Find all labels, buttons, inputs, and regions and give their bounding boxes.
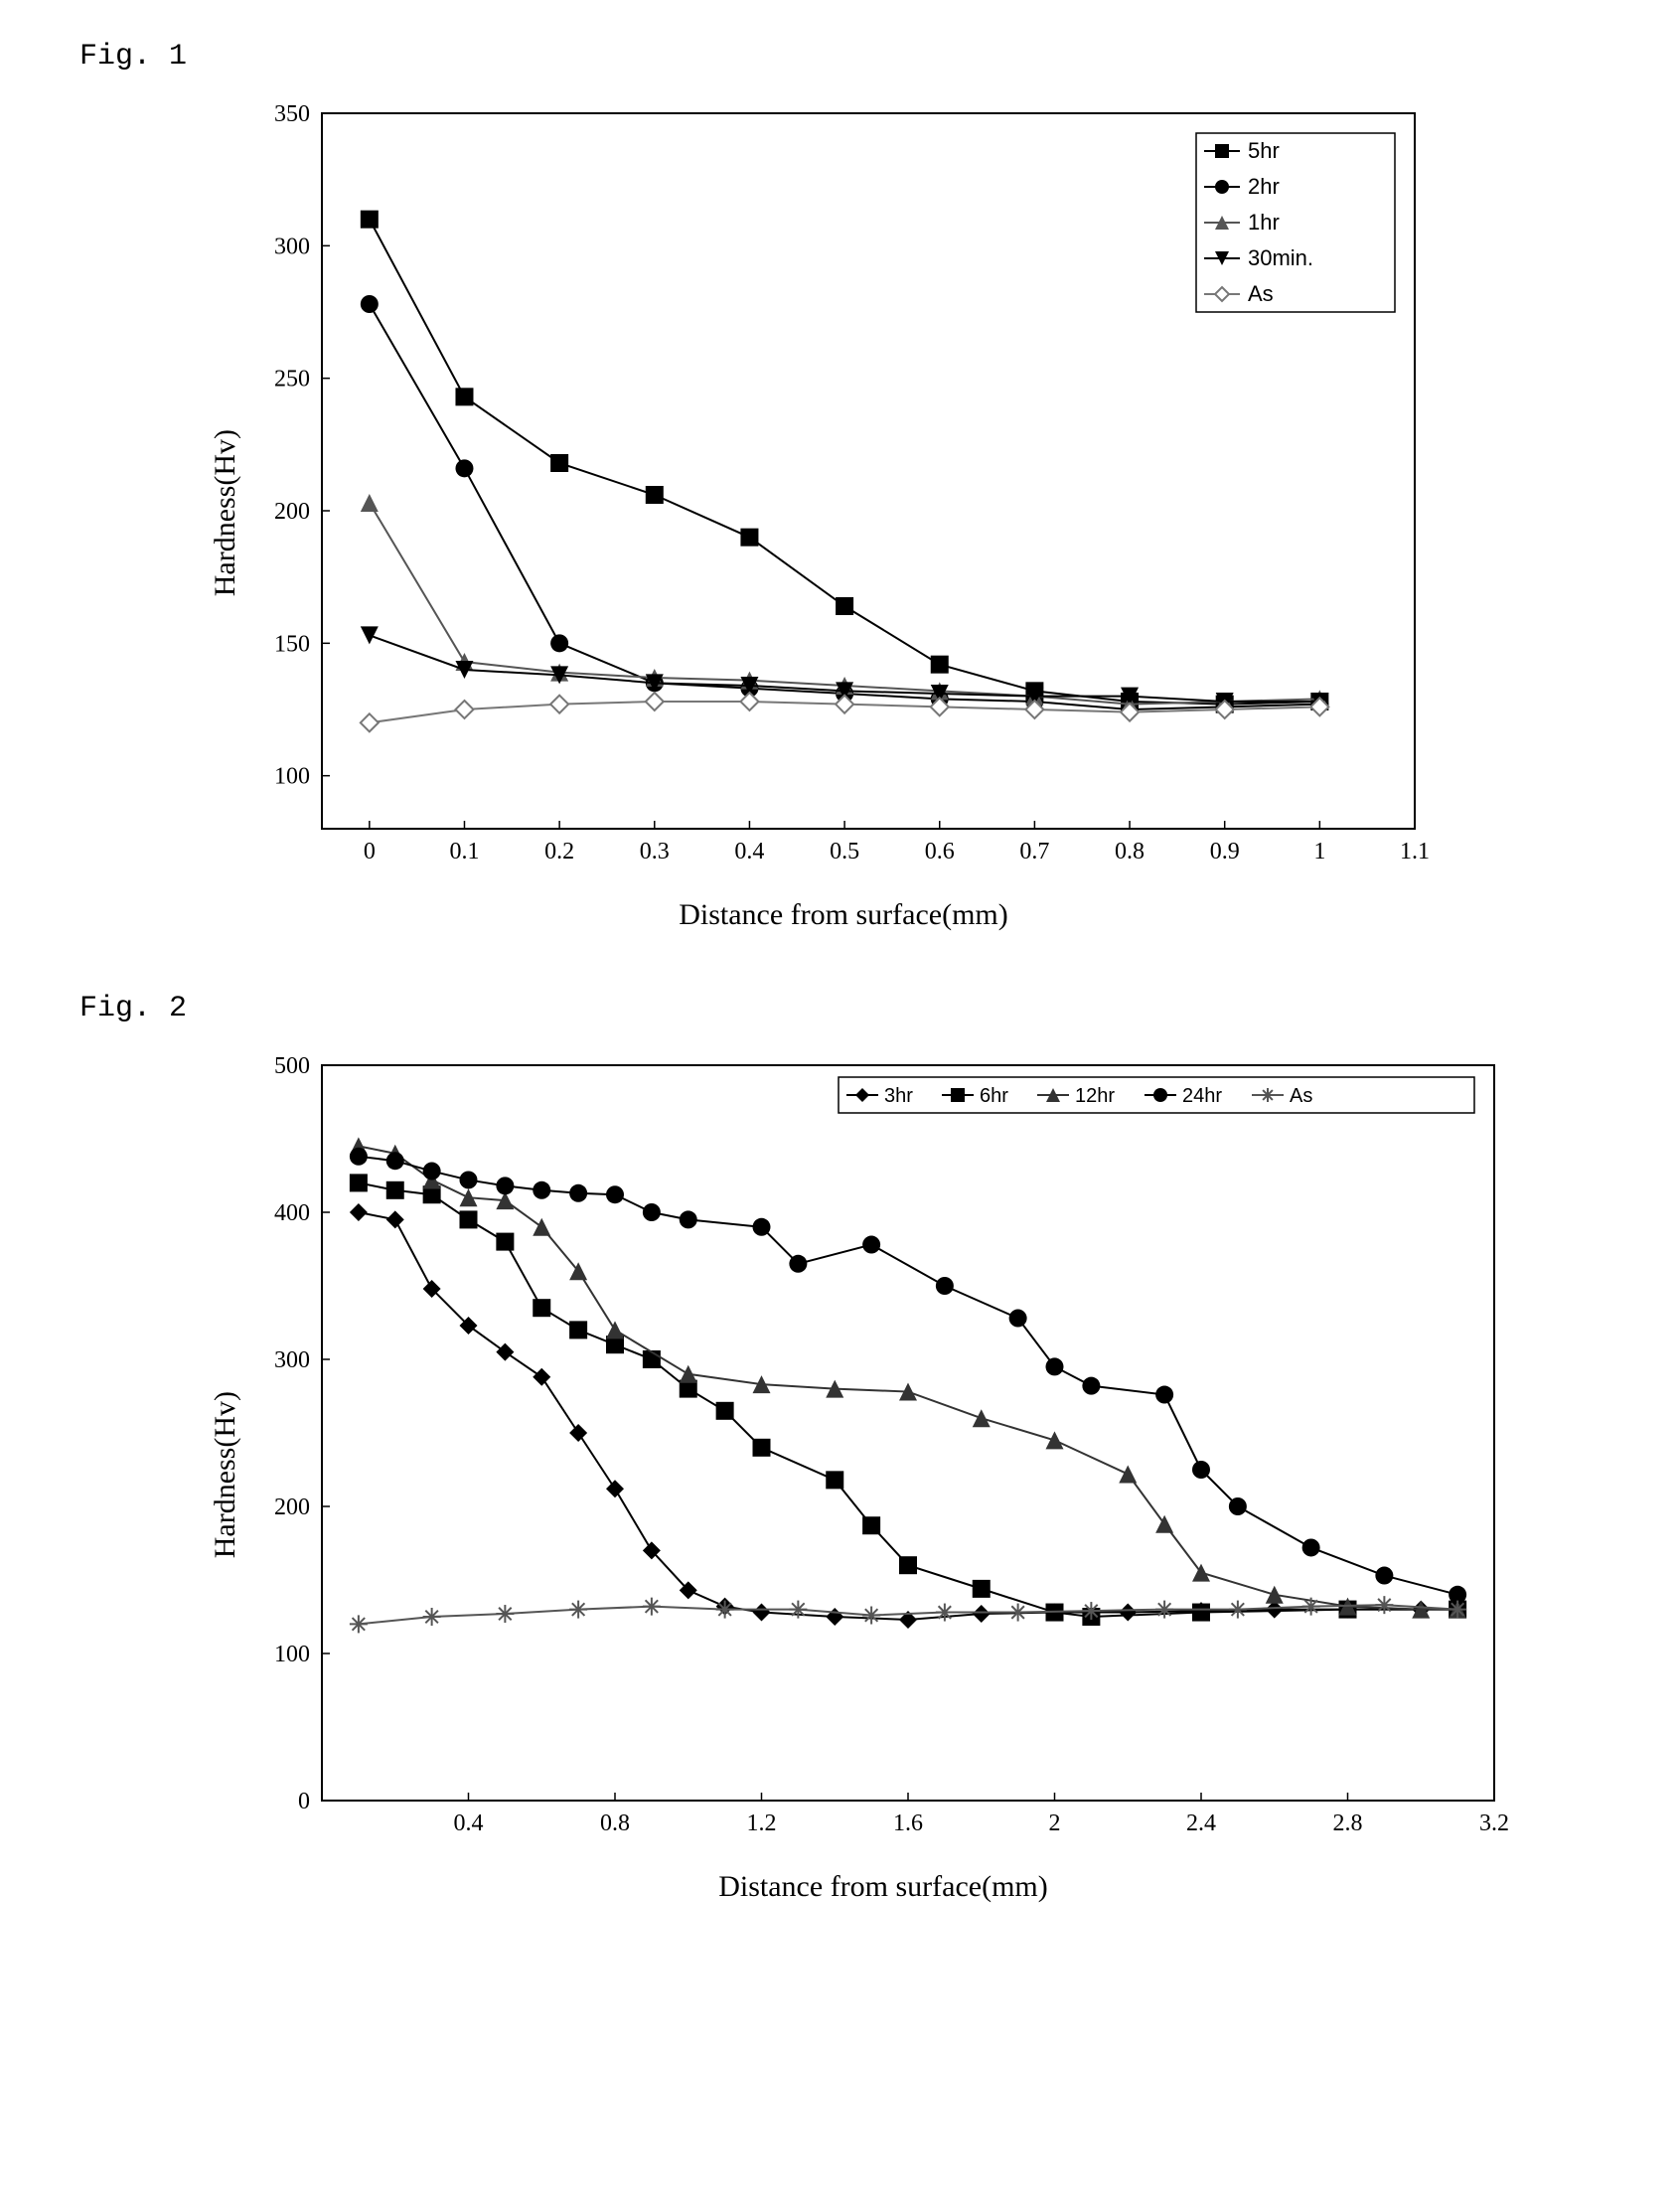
svg-text:350: 350 (274, 101, 310, 127)
fig1-chart: 0 0.1 0.2 0.3 0.4 0.5 0.6 0.7 0.8 0.9 1 1.1 100 150 20… (252, 93, 1435, 888)
svg-text:200: 200 (274, 499, 310, 525)
fig1-ylabel: Hardness(Hv) (209, 429, 242, 596)
svg-text:2hr: 2hr (1248, 174, 1280, 199)
svg-text:As: As (1290, 1085, 1312, 1107)
fig2-ylabel: Hardness(Hv) (209, 1391, 242, 1558)
svg-text:As: As (1248, 281, 1274, 306)
svg-text:1.2: 1.2 (747, 1810, 777, 1836)
svg-text:0.9: 0.9 (1210, 839, 1240, 865)
svg-text:0.6: 0.6 (925, 839, 955, 865)
figure-1: Fig. 1 Hardness(Hv) 00.10.20.30.40.50.60… (40, 40, 1640, 932)
svg-text:0.2: 0.2 (544, 839, 574, 865)
svg-text:250: 250 (274, 367, 310, 393)
svg-text:400: 400 (274, 1200, 310, 1226)
svg-text:12hr: 12hr (1075, 1085, 1115, 1107)
svg-text:100: 100 (274, 764, 310, 790)
fig1-label: Fig. 1 (79, 40, 1640, 74)
svg-text:1hr: 1hr (1248, 210, 1280, 235)
fig2-chart: 0.4 0.8 1.2 1.6 2 2.4 2.8 3.2 0 100 200 300 400 500 3h… (252, 1045, 1514, 1860)
svg-text:0.5: 0.5 (830, 839, 859, 865)
svg-text:2.4: 2.4 (1186, 1810, 1216, 1836)
svg-text:3.2: 3.2 (1479, 1810, 1509, 1836)
svg-text:200: 200 (274, 1495, 310, 1520)
svg-text:0.8: 0.8 (1115, 839, 1145, 865)
fig2-label: Fig. 2 (79, 992, 1640, 1025)
svg-text:3hr: 3hr (884, 1085, 913, 1107)
svg-text:2: 2 (1049, 1810, 1061, 1836)
svg-text:300: 300 (274, 234, 310, 259)
svg-text:1: 1 (1313, 839, 1325, 865)
svg-text:500: 500 (274, 1053, 310, 1079)
svg-text:0.3: 0.3 (640, 839, 670, 865)
fig2-chart-wrap: Hardness(Hv) 0.4 0.8 1.2 1.6 2 2.4 2.8 3.2 0 100 2… (209, 1045, 1640, 1904)
fig1-chart-wrap: Hardness(Hv) 0 0.1 0.2 0.3 0.4 0.5 0.6 0.7 0.8 0.… (209, 93, 1640, 932)
svg-text:6hr: 6hr (980, 1085, 1008, 1107)
svg-text:1.6: 1.6 (893, 1810, 923, 1836)
svg-text:5hr: 5hr (1248, 138, 1280, 163)
svg-text:30min.: 30min. (1248, 245, 1313, 270)
svg-text:0.4: 0.4 (734, 839, 764, 865)
svg-text:0.1: 0.1 (449, 839, 479, 865)
svg-text:0: 0 (298, 1789, 310, 1814)
svg-text:300: 300 (274, 1347, 310, 1373)
svg-text:1.1: 1.1 (1400, 839, 1430, 865)
svg-text:0.4: 0.4 (454, 1810, 484, 1836)
fig2-xlabel: Distance from surface(mm) (718, 1870, 1048, 1904)
svg-text:0.7: 0.7 (1019, 839, 1049, 865)
svg-text:100: 100 (274, 1642, 310, 1667)
figure-2: Fig. 2 Hardness(Hv) 0.4 0.8 1.2 1.6 2 2.4 2.8 3… (40, 992, 1640, 1904)
svg-text:150: 150 (274, 631, 310, 657)
svg-text:2.8: 2.8 (1333, 1810, 1363, 1836)
svg-text:24hr: 24hr (1182, 1085, 1222, 1107)
svg-text:0.8: 0.8 (600, 1810, 630, 1836)
svg-text:0: 0 (364, 839, 376, 865)
fig1-xlabel: Distance from surface(mm) (679, 898, 1008, 932)
